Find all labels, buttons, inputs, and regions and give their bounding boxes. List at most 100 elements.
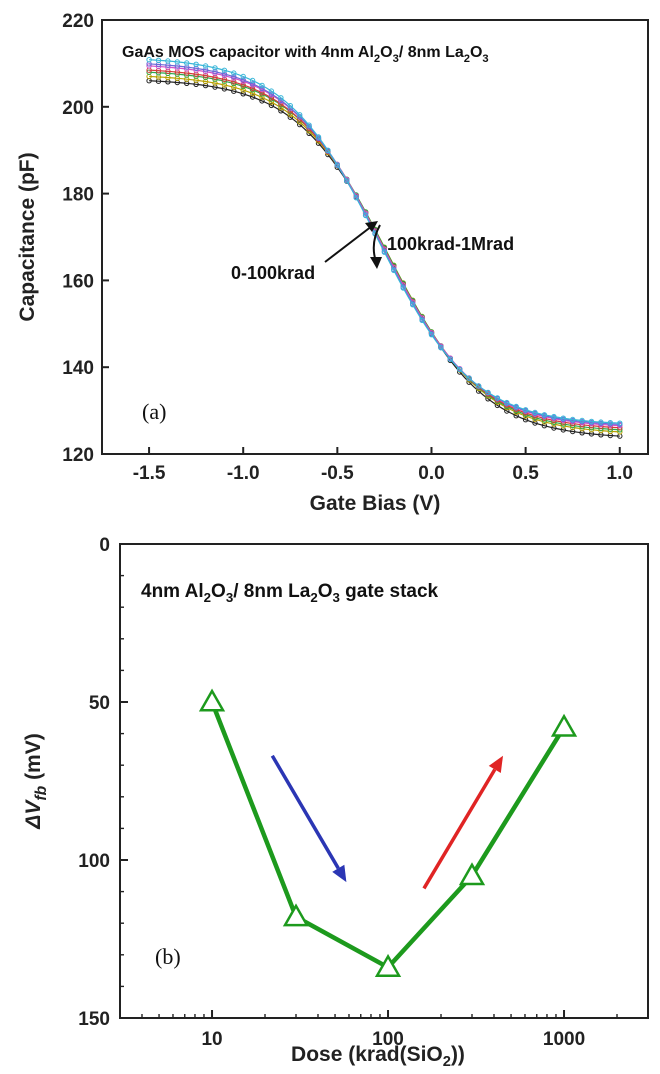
cv-data-point: [165, 58, 171, 64]
panel-a-label: (a): [142, 399, 166, 424]
text-part: O: [470, 44, 482, 61]
arrow-0-100krad-head: [365, 221, 378, 232]
text-part: 4nm Al: [141, 581, 204, 602]
cv-data-point: [240, 91, 246, 97]
cv-data-point: [268, 102, 275, 109]
x-tick-label: 10: [201, 1029, 222, 1050]
cv-data-point: [607, 420, 613, 426]
panel-b: 4nm Al2O3/ 8nm La2O3 gate stack 10 100 100…: [22, 535, 649, 1070]
trend-arrow: [270, 754, 340, 870]
x-tick-label: 100: [372, 1029, 404, 1050]
y-tick-label: 140: [62, 358, 94, 379]
annotation-arrows: [324, 221, 382, 269]
y-tick-label: 0: [99, 535, 110, 556]
text-part: 3: [226, 590, 233, 605]
delta-vfb-marker: [458, 862, 486, 886]
cv-curve-series: [146, 61, 623, 428]
cv-data-point: [146, 69, 152, 75]
y-tick-label: 150: [78, 1009, 110, 1030]
annotation-100krad-1mrad: 100krad-1Mrad: [387, 234, 514, 254]
cv-curve-series: [146, 57, 623, 426]
cv-data-point: [240, 77, 246, 83]
cv-data-point: [193, 61, 199, 68]
panel-a-title: GaAs MOS capacitor with 4nm Al2O3/ 8nm L…: [122, 44, 489, 65]
delta-vfb-marker: [198, 688, 226, 712]
panel-b-x-axis-title: Dose (krad(SiO2)): [291, 1043, 465, 1070]
cv-data-point: [259, 82, 265, 89]
panel-b-axes: 10 100 1000 0 50 100 150: [78, 535, 649, 1050]
cv-data-point: [570, 416, 576, 423]
cv-data-point: [146, 63, 152, 69]
cv-data-point: [447, 356, 453, 362]
cv-data-point: [560, 415, 566, 421]
x-tick-label: 1000: [543, 1029, 585, 1050]
cv-data-point: [551, 413, 557, 420]
cv-data-point: [438, 345, 444, 351]
annotation-0-100krad: 0-100krad: [231, 263, 315, 283]
cv-data-point: [231, 70, 237, 76]
text-part: 2: [443, 1054, 451, 1070]
text-part: O: [380, 44, 392, 61]
text-part: 3: [393, 53, 399, 65]
text-part: O: [211, 581, 226, 602]
cv-data-point: [212, 65, 218, 71]
x-tick-label: -1.0: [227, 463, 260, 484]
panel-b-title: 4nm Al2O3/ 8nm La2O3 gate stack: [141, 581, 439, 605]
cv-data-point: [287, 103, 293, 109]
cv-data-point: [221, 71, 228, 77]
x-tick-label: 0.0: [418, 463, 444, 484]
cv-curve-line: [149, 63, 620, 425]
cv-data-point: [551, 425, 557, 431]
cv-data-point: [362, 212, 369, 219]
cv-data-point: [221, 67, 228, 74]
trend-arrow-head: [332, 864, 347, 883]
text-part: 2: [464, 53, 470, 65]
x-tick-label: 0.5: [512, 463, 539, 484]
cv-data-point: [231, 88, 237, 94]
delta-vfb-marker: [374, 953, 402, 977]
cv-data-point: [174, 59, 181, 65]
cv-data-point: [334, 162, 340, 168]
cv-data-point: [278, 95, 284, 101]
y-tick-label: 220: [62, 11, 94, 32]
cv-data-point: [306, 122, 312, 128]
cv-data-point: [579, 417, 585, 424]
cv-data-point: [212, 69, 218, 75]
cv-data-point: [410, 302, 416, 308]
cv-data-point: [428, 332, 435, 338]
cv-data-point: [249, 81, 256, 87]
cv-data-point: [475, 383, 482, 389]
cv-data-point: [353, 195, 359, 201]
x-tick-label: -0.5: [321, 463, 354, 484]
cv-curve-series: [146, 78, 623, 439]
cv-data-point: [231, 79, 237, 85]
cv-data-point: [400, 285, 406, 291]
cv-data-point: [297, 112, 303, 118]
text-part: / 8nm La: [399, 44, 464, 61]
cv-data-point: [259, 98, 265, 104]
panel-b-y-axis-title: ΔVfb (mV): [22, 733, 50, 829]
cv-data-point: [513, 403, 519, 410]
cv-data-point: [202, 63, 209, 69]
arrow-0-100krad: [324, 225, 373, 263]
cv-curve-line: [149, 80, 620, 437]
cv-data-point: [494, 395, 501, 401]
panel-b-series: [198, 688, 578, 977]
cv-data-point: [419, 317, 425, 324]
cv-data-point: [504, 399, 510, 406]
panel-a-plot-frame: [101, 19, 649, 455]
cv-data-point: [513, 413, 519, 419]
text-part: gate stack: [340, 581, 439, 602]
cv-data-point: [598, 419, 604, 425]
text-part: GaAs MOS capacitor with 4nm Al: [122, 44, 374, 61]
cv-data-point: [522, 407, 529, 413]
cv-data-point: [249, 90, 256, 97]
x-tick-label: 1.0: [607, 463, 633, 484]
delta-vfb-line: [209, 701, 566, 970]
cv-data-point: [315, 134, 322, 140]
y-tick-label: 50: [89, 693, 110, 714]
text-part: 2: [310, 590, 317, 605]
panel-a-y-axis-title: Capacitance (pF): [16, 152, 39, 321]
cv-curve-line: [149, 59, 620, 424]
cv-data-point: [532, 420, 538, 426]
